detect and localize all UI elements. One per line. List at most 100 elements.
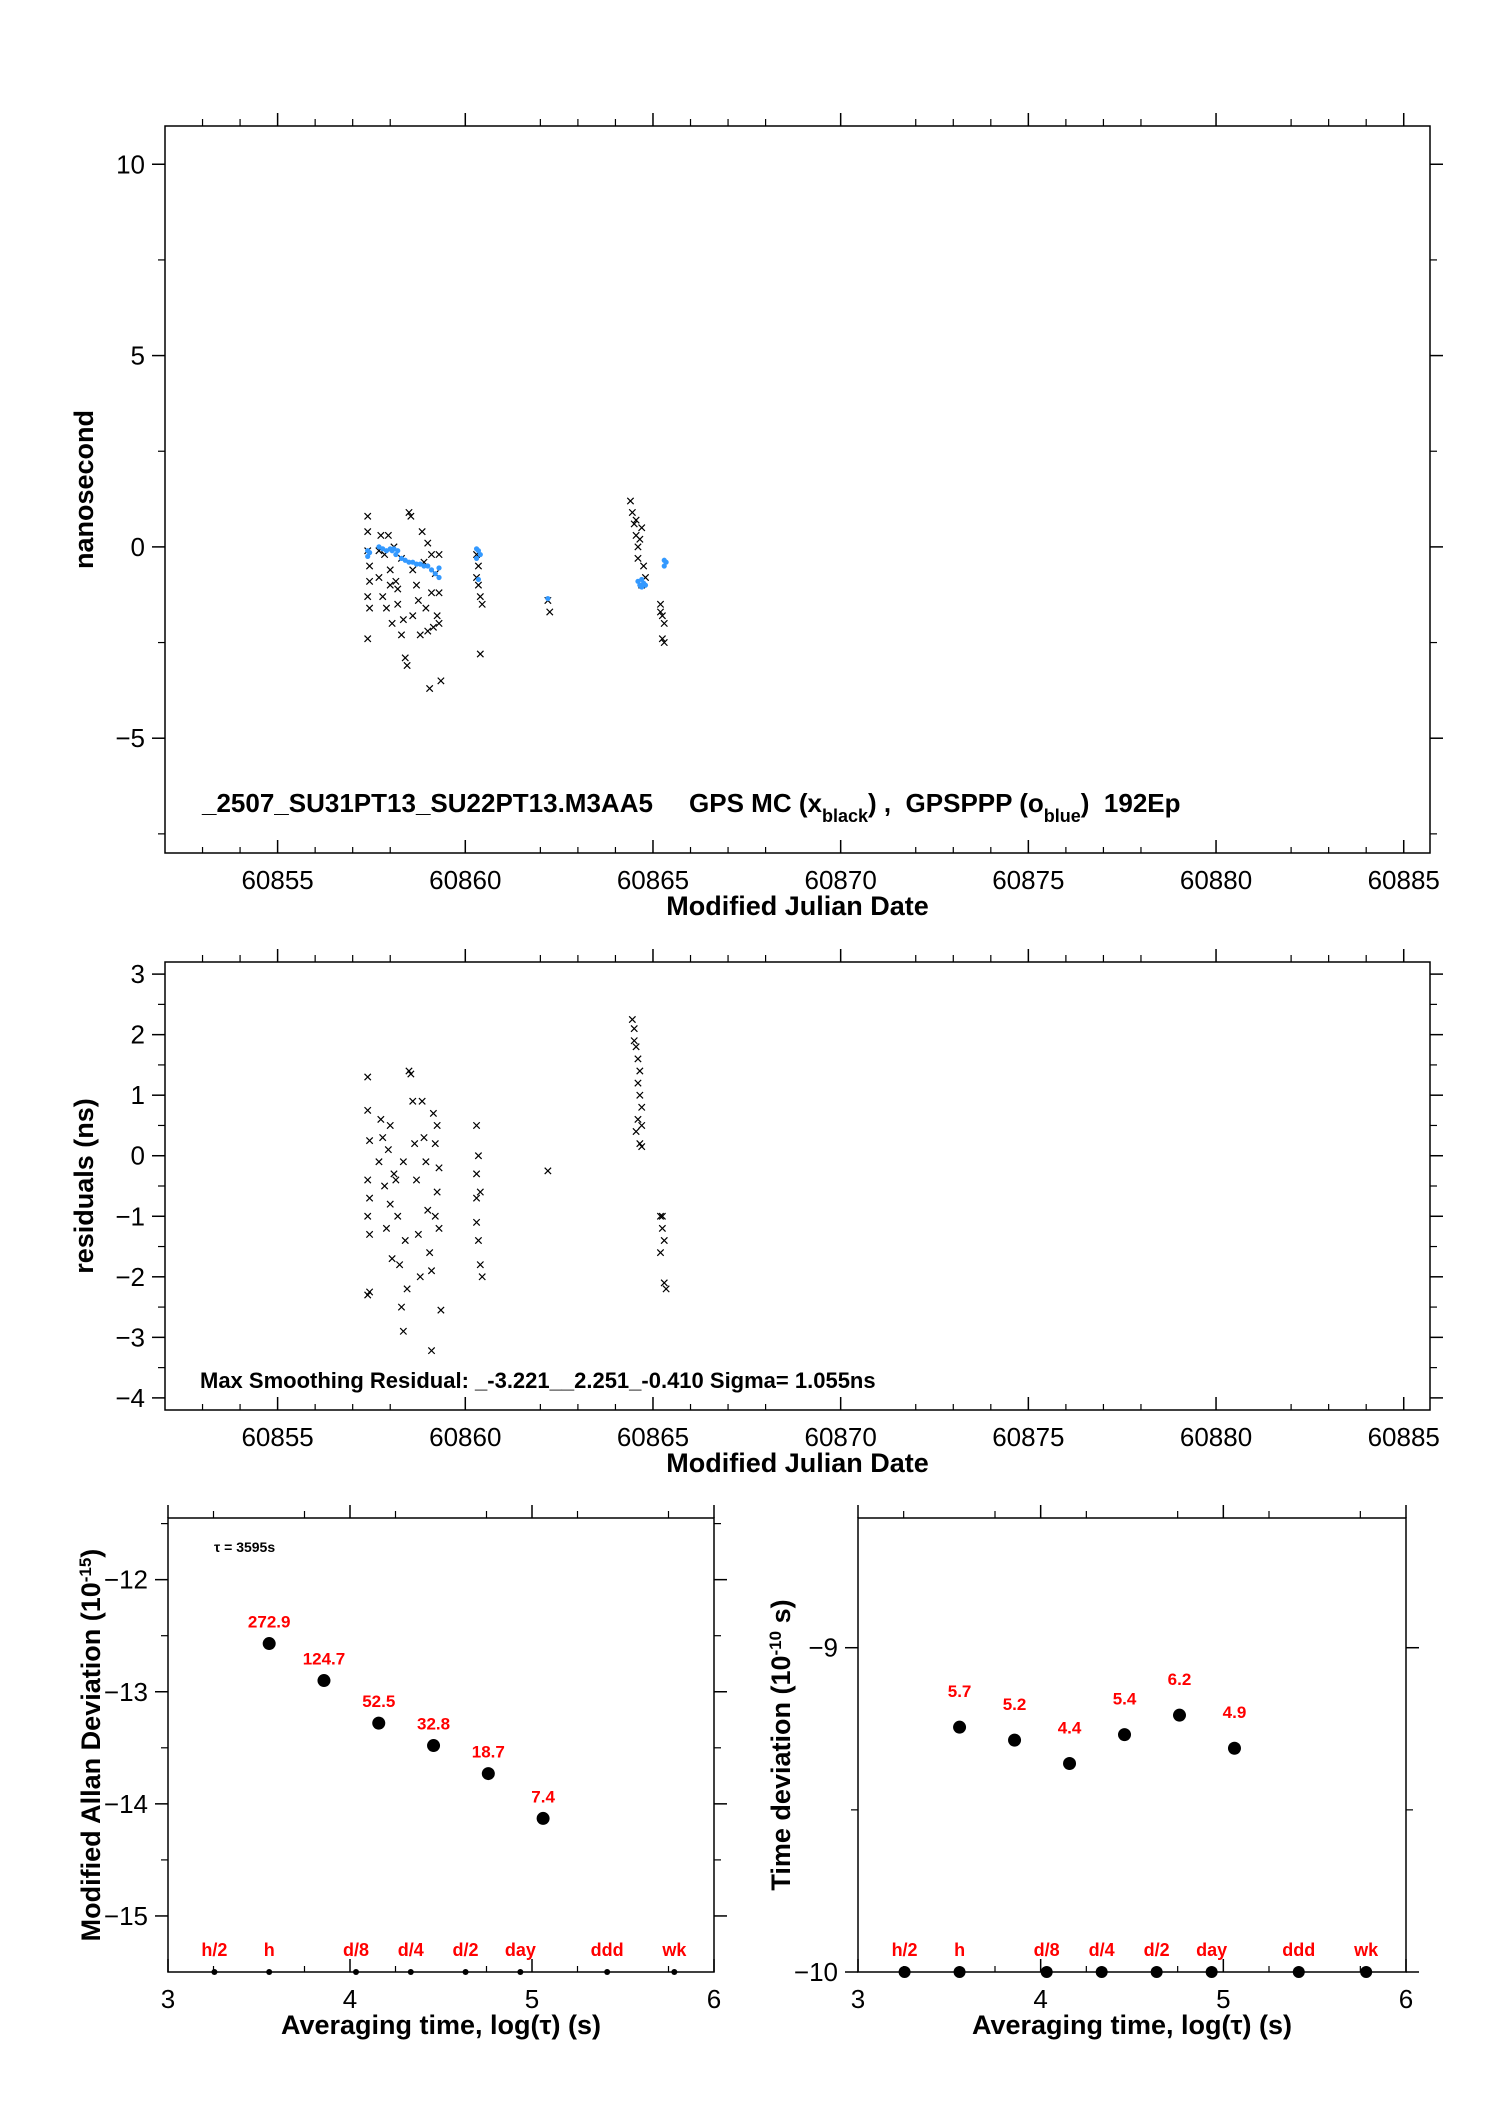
annotation-sub1: black — [822, 806, 869, 826]
data-point-o — [432, 571, 438, 577]
y-tick-label: −15 — [104, 1901, 148, 1931]
data-point-x — [474, 1236, 483, 1245]
data-point-x — [379, 593, 387, 601]
data-point-x — [429, 623, 438, 631]
deviation-label: 6.2 — [1168, 1670, 1192, 1689]
data-point-x — [636, 535, 644, 543]
data-point-x — [427, 1267, 436, 1275]
data-point-x — [412, 581, 421, 589]
data-point-x — [405, 508, 413, 517]
data-point-x — [414, 596, 422, 605]
data-point-x — [656, 1248, 665, 1257]
deviation-label: 5.4 — [1113, 1690, 1137, 1709]
data-point-x — [377, 531, 385, 540]
data-point-x — [476, 650, 484, 658]
data-point-x — [435, 550, 443, 559]
data-point-x — [546, 608, 554, 616]
data-point-x — [426, 1248, 434, 1257]
deviation-point — [1118, 1728, 1132, 1742]
data-point-x — [412, 1176, 421, 1184]
data-point-x — [472, 1194, 481, 1202]
interval-marker — [1360, 1966, 1373, 1978]
data-point-x — [476, 1261, 484, 1269]
data-point-x — [427, 550, 436, 559]
data-point-x — [478, 600, 486, 608]
data-point-x — [386, 581, 394, 589]
data-point-x — [409, 1097, 417, 1105]
x-tick-label: 5 — [525, 1984, 539, 2014]
data-point-x — [403, 1285, 411, 1293]
data-point-x — [435, 619, 443, 628]
interval-label: h/2 — [892, 1940, 918, 1960]
data-point-o — [413, 561, 420, 567]
interval-marker — [898, 1966, 911, 1978]
data-point-x — [639, 562, 648, 570]
data-point-x — [365, 1230, 374, 1239]
deviation-point — [1172, 1708, 1186, 1722]
data-point-o — [477, 551, 483, 558]
data-point-x — [437, 1306, 445, 1314]
deviation-label: 32.8 — [417, 1715, 450, 1734]
data-point-x — [658, 1224, 666, 1233]
mjd-offset-plot: 60855 60860 60865 60870 60875 60880 60885 −5 0 5 1… — [69, 113, 1443, 921]
interval-label: wk — [661, 1940, 687, 1960]
data-point-x — [399, 1158, 407, 1166]
data-point-x — [626, 497, 635, 505]
data-point-x — [628, 1015, 636, 1024]
interval-marker — [671, 1969, 678, 1975]
x-tick-label: 60870 — [805, 865, 877, 895]
residuals-plot: 60855 60860 60865 60870 60875 60880 60885 −4 −3 −… — [69, 949, 1443, 1478]
data-point-x — [397, 1303, 406, 1311]
data-point-x — [409, 566, 417, 574]
data-point-x — [638, 1103, 646, 1111]
data-point-x — [399, 615, 407, 624]
tau-note: τ = 3595s — [214, 1539, 275, 1555]
x-tick-label: 3 — [161, 1984, 175, 2014]
data-point-x — [478, 1273, 486, 1281]
y-tick-label: 1 — [131, 1080, 145, 1110]
interval-marker — [1095, 1966, 1108, 1978]
data-point-x — [660, 1279, 668, 1287]
y-tick-label: 3 — [131, 959, 145, 989]
data-point-x — [630, 520, 638, 528]
data-point-x — [634, 1115, 642, 1124]
data-point-x — [632, 1043, 640, 1051]
data-point-x — [395, 1261, 404, 1269]
data-point-x — [426, 684, 434, 693]
interval-label: d/8 — [343, 1940, 369, 1960]
annotation-prefix: _2507_SU31PT13_SU22PT13.M3AA5 GPS MC (x — [201, 788, 823, 818]
y-axis-title-text: Modified Allan Deviation (10 — [76, 1582, 106, 1941]
data-point-x — [424, 627, 432, 635]
interval-label: d/4 — [398, 1940, 424, 1960]
data-point-x — [384, 1146, 392, 1154]
x-tick-label: 60865 — [617, 1422, 689, 1452]
data-point-x — [364, 635, 372, 643]
interval-marker — [1292, 1966, 1305, 1978]
x-tick-label: 60860 — [429, 1422, 501, 1452]
y-axis-title-sup: -15 — [76, 1558, 95, 1583]
x-tick-label: 60885 — [1368, 1422, 1440, 1452]
interval-label: h/2 — [201, 1940, 227, 1960]
interval-marker — [462, 1969, 469, 1975]
interval-marker — [211, 1969, 218, 1975]
data-point-x — [634, 1079, 642, 1087]
y-tick-label: −14 — [104, 1789, 148, 1819]
data-point-o — [545, 595, 551, 602]
data-point-x — [476, 1188, 484, 1196]
data-point-x — [379, 1133, 387, 1142]
deviation-label: 5.2 — [1003, 1695, 1027, 1714]
data-point-x — [634, 543, 642, 551]
data-point-x — [658, 635, 666, 643]
data-point-x — [418, 527, 426, 536]
data-point-o — [661, 563, 667, 569]
x-tick-label: 60875 — [992, 1422, 1064, 1452]
x-axis-title: Averaging time, log(τ) (s) — [972, 2010, 1292, 2040]
data-point-x — [364, 1176, 372, 1184]
data-point-x — [410, 1139, 419, 1148]
y-tick-label: −10 — [794, 1957, 838, 1987]
interval-label: ddd — [1282, 1940, 1315, 1960]
x-tick-label: 5 — [1216, 1984, 1230, 2014]
data-point-x — [656, 600, 665, 608]
data-point-x — [660, 638, 668, 647]
data-point-x — [392, 577, 400, 585]
